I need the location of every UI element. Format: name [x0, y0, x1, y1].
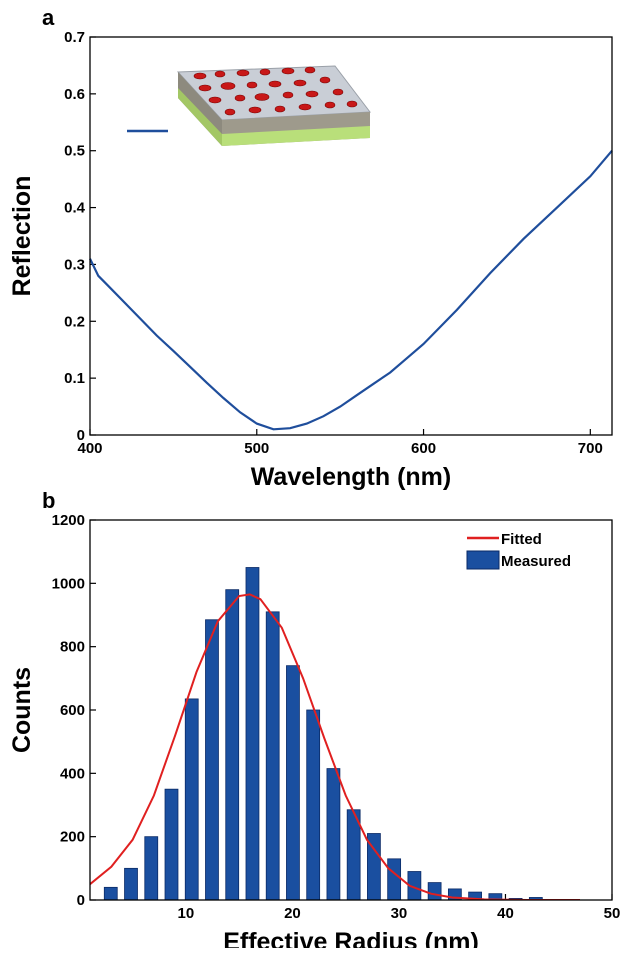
- histogram-bar: [326, 768, 341, 901]
- y-tick-label: 0: [77, 892, 85, 909]
- x-tick-label: 700: [578, 440, 603, 457]
- x-axis-title: Effective Radius (nm): [223, 928, 479, 948]
- y-tick-label: 0: [77, 427, 85, 444]
- panel-label: a: [42, 5, 55, 30]
- y-tick-label: 0.7: [64, 29, 85, 46]
- y-tick-label: 0.4: [64, 200, 86, 217]
- data-line: [90, 593, 580, 900]
- legend-swatch: [466, 550, 500, 570]
- x-tick-label: 10: [178, 905, 195, 922]
- y-tick-label: 1000: [52, 575, 85, 592]
- x-axis-title: Wavelength (nm): [251, 463, 451, 491]
- histogram-bar: [306, 709, 321, 901]
- histogram-bar: [265, 611, 280, 901]
- plot-frame: [89, 519, 613, 901]
- legend-label: Measured: [501, 553, 571, 570]
- histogram-bar: [184, 698, 199, 901]
- y-axis-title: Counts: [8, 667, 36, 753]
- plot-frame: [89, 36, 613, 436]
- x-tick-label: 400: [77, 440, 102, 457]
- y-tick-label: 0.6: [64, 86, 85, 103]
- y-tick-label: 0.3: [64, 256, 85, 273]
- y-tick-label: 200: [60, 829, 85, 846]
- inset-illustration: [127, 65, 371, 146]
- histogram-bar: [427, 882, 442, 901]
- x-tick-label: 600: [411, 440, 436, 457]
- x-tick-label: 20: [284, 905, 301, 922]
- histogram-bar: [205, 619, 219, 901]
- y-tick-label: 800: [60, 639, 85, 656]
- histogram-bar: [286, 665, 300, 901]
- x-tick-label: 50: [604, 905, 621, 922]
- y-tick-label: 0.5: [64, 143, 85, 160]
- histogram-bar: [103, 886, 118, 901]
- data-line: [89, 149, 613, 431]
- y-tick-label: 0.1: [64, 370, 85, 387]
- x-tick-label: 500: [244, 440, 269, 457]
- x-tick-label: 30: [391, 905, 408, 922]
- histogram-bar: [387, 858, 402, 901]
- histogram-bar: [144, 836, 159, 901]
- histogram-bar: [124, 867, 138, 901]
- histogram-bar: [164, 788, 179, 901]
- x-tick-label: 40: [497, 905, 514, 922]
- y-tick-label: 400: [60, 765, 85, 782]
- y-tick-label: 1200: [52, 512, 85, 529]
- legend-label: Fitted: [501, 531, 542, 548]
- histogram-bar: [225, 589, 240, 901]
- y-axis-title: Reflection: [8, 176, 36, 297]
- panel-label: b: [42, 488, 55, 513]
- y-tick-label: 0.2: [64, 313, 85, 330]
- histogram-bar: [245, 567, 260, 901]
- y-tick-label: 600: [60, 702, 85, 719]
